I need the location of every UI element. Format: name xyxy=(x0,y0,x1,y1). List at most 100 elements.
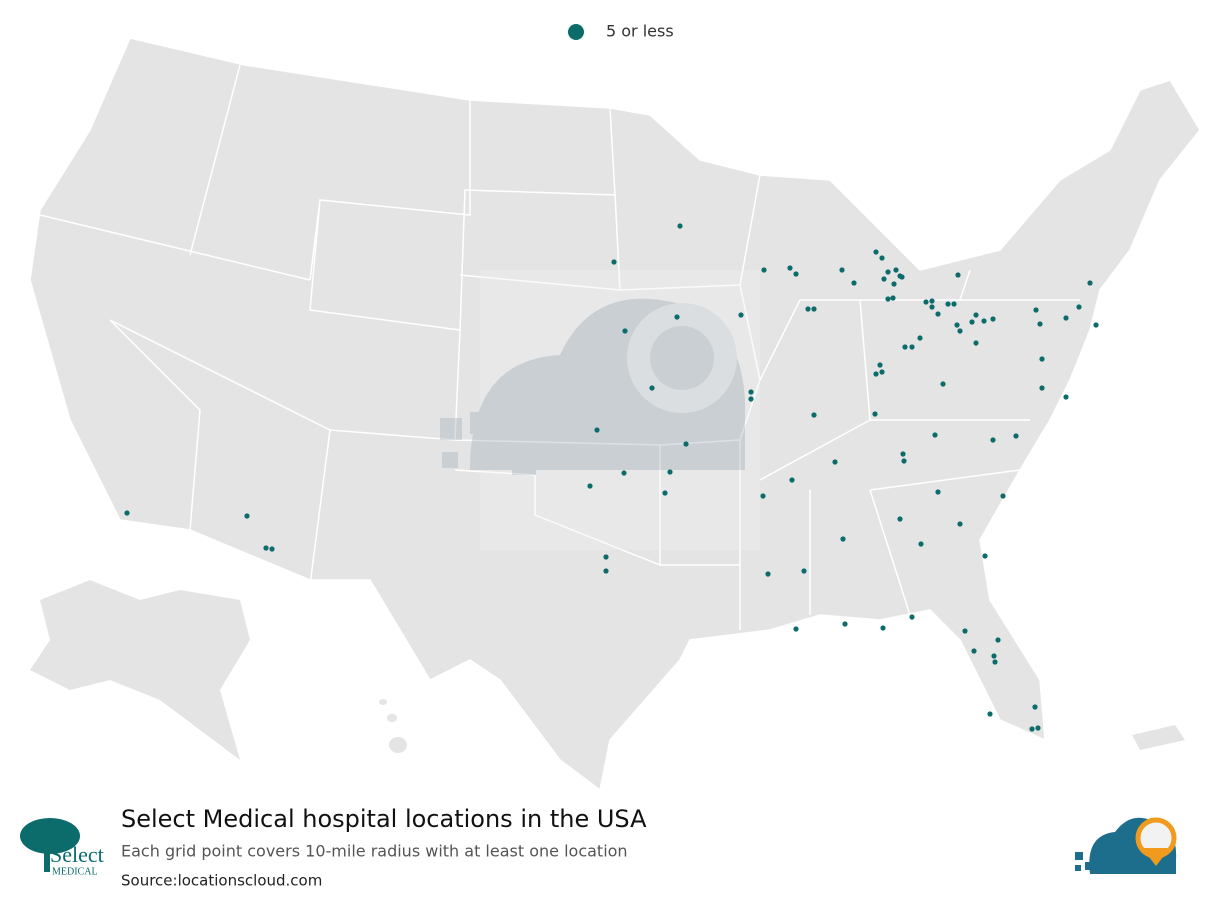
location-dot xyxy=(899,274,905,280)
location-dot xyxy=(787,265,793,271)
location-dot xyxy=(587,483,593,489)
select-logo: Select MEDICAL xyxy=(20,818,104,877)
location-dot xyxy=(973,312,979,318)
location-dot xyxy=(957,521,963,527)
subtitle: Each grid point covers 10-mile radius wi… xyxy=(121,842,628,861)
location-dots xyxy=(124,223,1099,732)
location-dot xyxy=(932,432,938,438)
location-dot xyxy=(872,411,878,417)
location-dot xyxy=(1000,493,1006,499)
location-dot xyxy=(990,437,996,443)
title: Select Medical hospital locations in the… xyxy=(121,805,647,833)
location-dot xyxy=(917,335,923,341)
location-dot xyxy=(929,298,935,304)
location-dot xyxy=(909,614,915,620)
location-dot xyxy=(901,458,907,464)
location-dot xyxy=(789,477,795,483)
location-dot xyxy=(1037,321,1043,327)
watermark xyxy=(440,270,760,550)
location-dot xyxy=(667,469,673,475)
location-dot xyxy=(1076,304,1082,310)
location-dot xyxy=(811,412,817,418)
location-dot xyxy=(1039,385,1045,391)
state-borders xyxy=(39,64,1080,630)
location-dot xyxy=(1093,322,1099,328)
locationscloud-logo xyxy=(1075,817,1177,874)
location-dot xyxy=(760,493,766,499)
location-dot xyxy=(954,322,960,328)
location-dot xyxy=(1033,307,1039,313)
location-dot xyxy=(842,621,848,627)
location-dot xyxy=(902,344,908,350)
location-dot xyxy=(748,389,754,395)
location-dot xyxy=(832,459,838,465)
us-map xyxy=(29,37,1201,792)
hawaii xyxy=(379,699,407,753)
location-dot xyxy=(885,296,891,302)
location-dot xyxy=(929,304,935,310)
location-dot xyxy=(987,711,993,717)
logo-tagline: MEDICAL xyxy=(52,866,98,877)
location-dot xyxy=(1039,356,1045,362)
location-dot xyxy=(945,301,951,307)
location-dot xyxy=(805,306,811,312)
alaska xyxy=(30,580,250,760)
location-dot xyxy=(957,328,963,334)
location-dot xyxy=(851,280,857,286)
location-dot xyxy=(879,255,885,261)
location-dot xyxy=(918,541,924,547)
location-dot xyxy=(1087,280,1093,286)
location-dot xyxy=(649,385,655,391)
puerto-rico xyxy=(1132,725,1185,750)
location-dot xyxy=(900,451,906,457)
location-dot xyxy=(594,427,600,433)
location-dot xyxy=(124,510,130,516)
location-dot xyxy=(893,267,899,273)
location-dot xyxy=(662,490,668,496)
location-dot xyxy=(873,371,879,377)
location-dot xyxy=(973,340,979,346)
location-dot xyxy=(971,648,977,654)
location-dot xyxy=(263,545,269,551)
location-dot xyxy=(1032,704,1038,710)
location-dot xyxy=(879,369,885,375)
location-dot xyxy=(793,626,799,632)
location-dot xyxy=(940,381,946,387)
location-dot xyxy=(955,272,961,278)
location-dot xyxy=(891,281,897,287)
location-dot xyxy=(1035,725,1041,731)
location-dot xyxy=(748,396,754,402)
location-dot xyxy=(981,318,987,324)
location-dot xyxy=(909,344,915,350)
location-dot xyxy=(611,259,617,265)
location-dot xyxy=(840,536,846,542)
location-dot xyxy=(873,249,879,255)
location-dot xyxy=(621,470,627,476)
location-dot xyxy=(880,625,886,631)
location-dot xyxy=(935,311,941,317)
location-dot xyxy=(1063,394,1069,400)
location-dot xyxy=(765,571,771,577)
location-dot xyxy=(1029,726,1035,732)
legend-label: 5 or less xyxy=(606,22,674,41)
legend-marker xyxy=(568,24,584,40)
location-dot xyxy=(603,568,609,574)
location-dot xyxy=(992,659,998,665)
logo-name: Select xyxy=(50,842,104,867)
location-dot xyxy=(951,301,957,307)
location-dot xyxy=(885,269,891,275)
location-dot xyxy=(982,553,988,559)
location-dot xyxy=(877,362,883,368)
location-dot xyxy=(269,546,275,552)
location-dot xyxy=(990,316,996,322)
location-dot xyxy=(923,299,929,305)
source: Source:locationscloud.com xyxy=(121,872,322,890)
location-dot xyxy=(622,328,628,334)
location-dot xyxy=(793,271,799,277)
location-dot xyxy=(738,312,744,318)
location-dot xyxy=(969,319,975,325)
location-dot xyxy=(811,306,817,312)
location-dot xyxy=(881,276,887,282)
